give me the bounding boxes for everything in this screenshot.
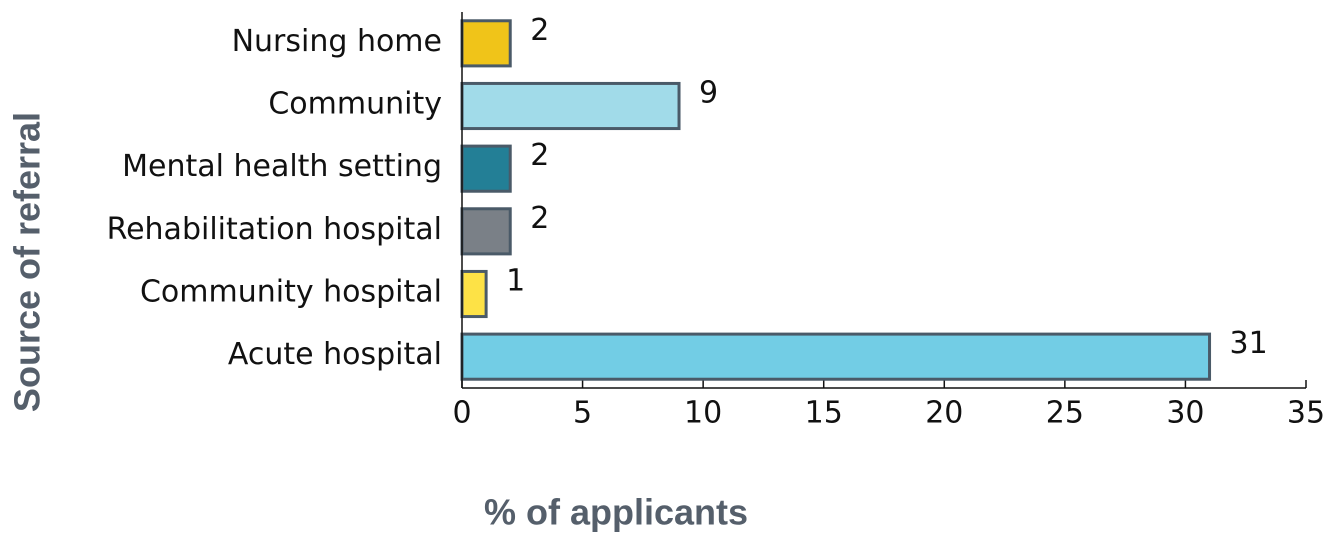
value-label: 2 <box>530 13 549 48</box>
x-tick-label: 25 <box>1046 396 1084 431</box>
bar <box>460 332 1212 381</box>
y-tick-label: Nursing home <box>232 24 442 59</box>
y-tick-label: Rehabilitation hospital <box>107 212 442 247</box>
x-axis-title: % of applicants <box>484 492 748 533</box>
x-tick-label: 20 <box>925 396 963 431</box>
value-label: 31 <box>1230 326 1268 361</box>
y-tick-label: Mental health setting <box>122 149 442 184</box>
x-tick-label: 30 <box>1166 396 1204 431</box>
bar <box>460 81 681 131</box>
x-tick-label: 15 <box>805 396 843 431</box>
bar <box>460 207 512 256</box>
bar <box>460 269 488 319</box>
x-tick-label: 10 <box>684 396 722 431</box>
y-tick-label: Acute hospital <box>228 337 442 372</box>
x-tick-label: 0 <box>452 396 471 431</box>
y-tick-label: Community hospital <box>140 275 442 310</box>
value-label: 9 <box>699 76 718 111</box>
x-tick-label: 5 <box>573 396 592 431</box>
value-label: 2 <box>530 138 549 173</box>
bar <box>460 144 512 193</box>
value-label: 1 <box>506 264 525 299</box>
bar <box>460 19 512 68</box>
value-label: 2 <box>530 201 549 236</box>
x-tick-label: 35 <box>1287 396 1325 431</box>
y-axis-title: Source of referral <box>7 112 48 412</box>
y-tick-label: Community <box>268 87 442 122</box>
